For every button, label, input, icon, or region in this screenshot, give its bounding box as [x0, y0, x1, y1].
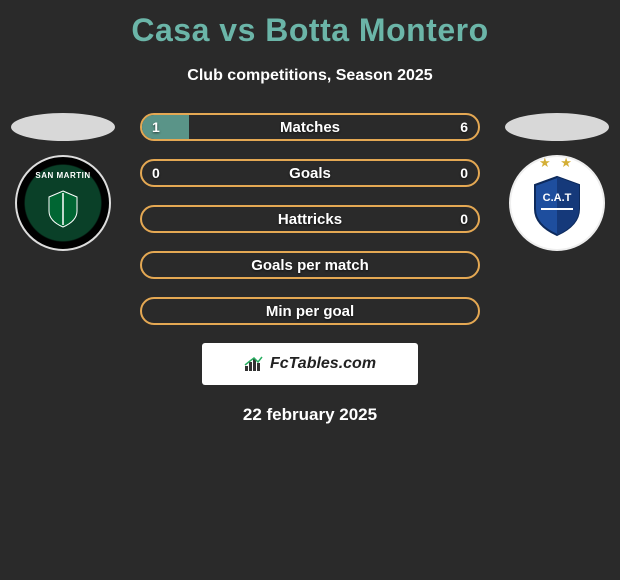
club-logo-right-text: C.A.T [543, 192, 572, 204]
comparison-panel: SAN MARTIN ★ ★ C.A.T 1 Matches 6 [0, 113, 620, 425]
stat-value-right: 0 [460, 161, 468, 185]
stat-bars: 1 Matches 6 0 Goals 0 Hattricks 0 Goals … [140, 113, 480, 325]
stat-row-goals: 0 Goals 0 [140, 159, 480, 187]
watermark: FcTables.com [202, 343, 418, 385]
stars-icon: ★ ★ [511, 155, 603, 171]
stat-value-right: 6 [460, 115, 468, 139]
date-text: 22 february 2025 [0, 405, 620, 425]
player-left: SAN MARTIN [8, 113, 118, 273]
stat-label: Min per goal [142, 299, 478, 323]
club-logo-left-text: SAN MARTIN [35, 171, 90, 180]
watermark-text: FcTables.com [270, 355, 376, 373]
stat-label: Goals [142, 161, 478, 185]
club-logo-left: SAN MARTIN [15, 155, 111, 251]
stat-row-gpm: Goals per match [140, 251, 480, 279]
stat-row-mpg: Min per goal [140, 297, 480, 325]
shield-icon [33, 173, 93, 233]
stat-label: Matches [142, 115, 478, 139]
shield-icon: C.A.T [513, 159, 601, 247]
club-logo-right: ★ ★ C.A.T [509, 155, 605, 251]
player-silhouette-right [505, 113, 609, 141]
stat-row-hattricks: Hattricks 0 [140, 205, 480, 233]
bar-chart-icon [244, 356, 264, 372]
stat-row-matches: 1 Matches 6 [140, 113, 480, 141]
stat-label: Goals per match [142, 253, 478, 277]
stat-value-right: 0 [460, 207, 468, 231]
subtitle: Club competitions, Season 2025 [0, 67, 620, 85]
player-silhouette-left [11, 113, 115, 141]
page-title: Casa vs Botta Montero [0, 0, 620, 49]
player-right: ★ ★ C.A.T [502, 113, 612, 273]
stat-label: Hattricks [142, 207, 478, 231]
